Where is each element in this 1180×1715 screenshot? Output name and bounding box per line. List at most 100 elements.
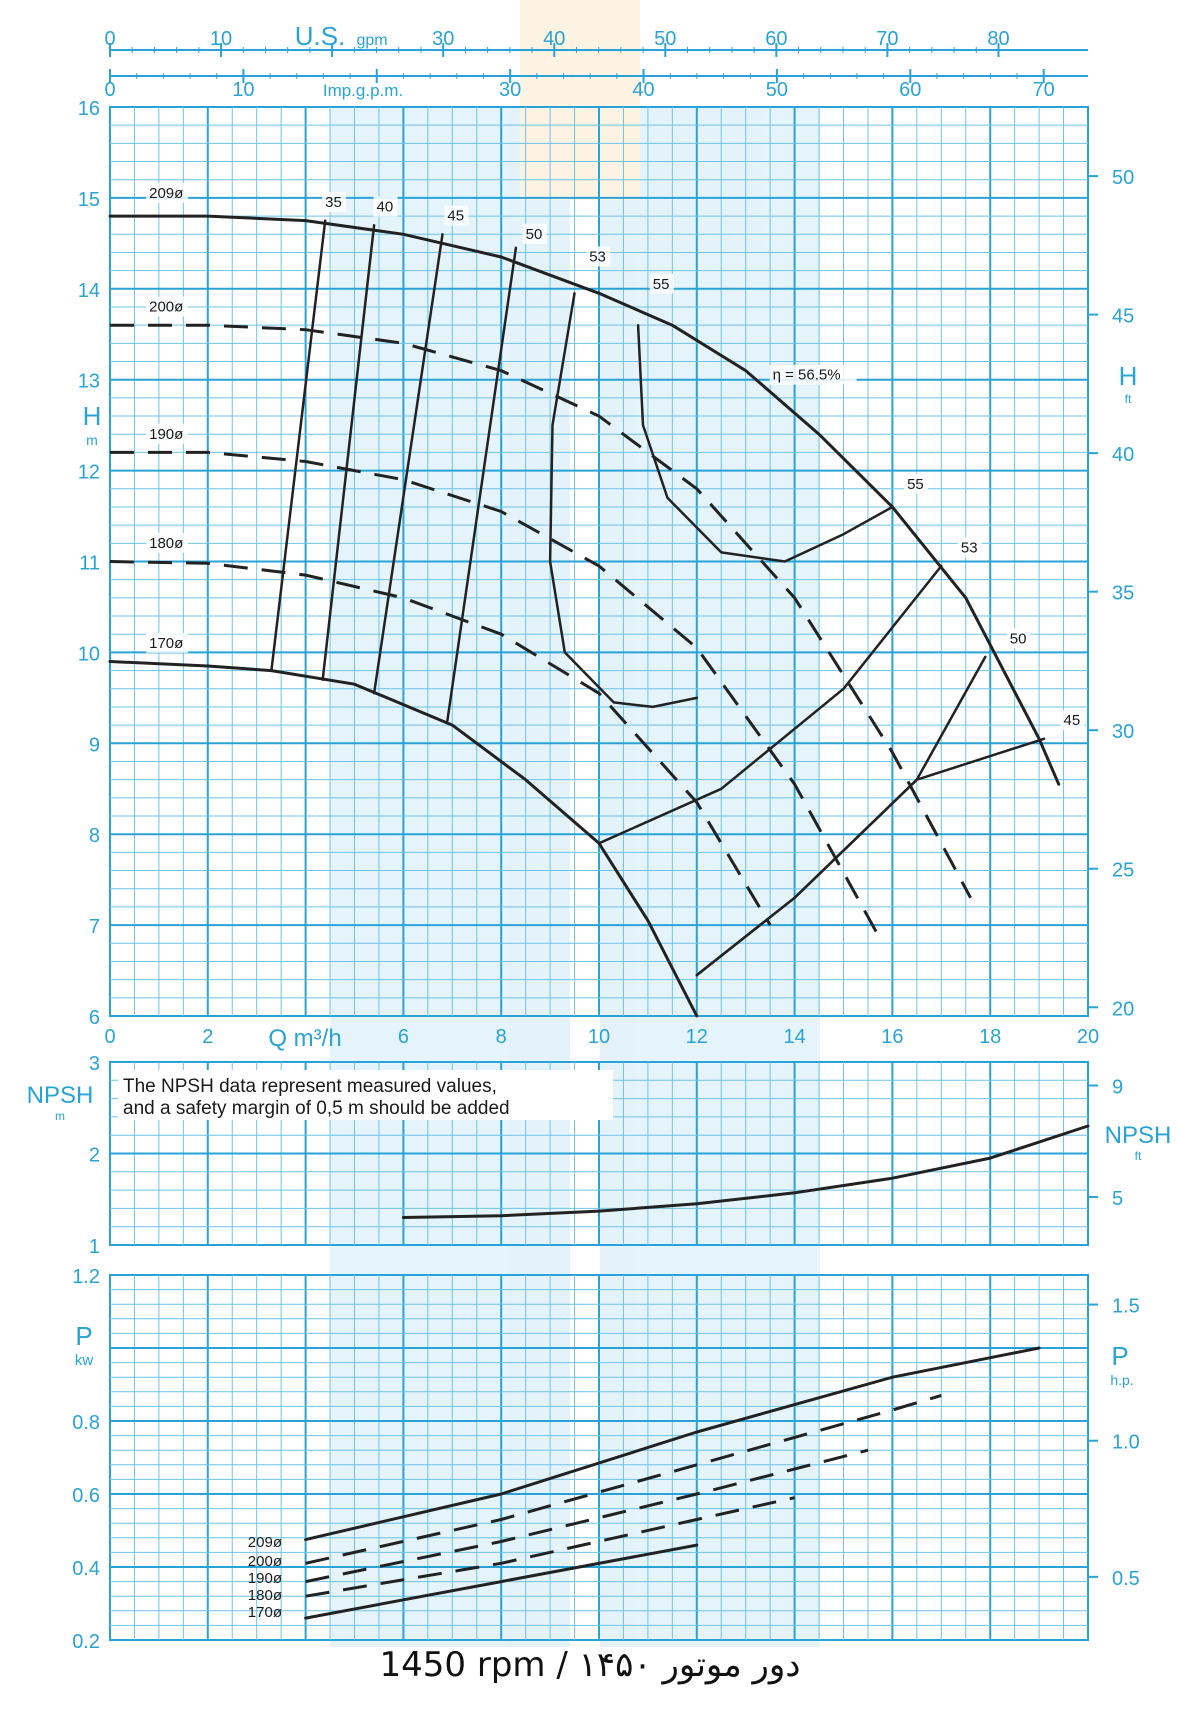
npsh-y-axis-unit: m <box>55 1109 65 1123</box>
x-tick-label: 0 <box>104 1026 115 1048</box>
annotation-background <box>444 205 469 226</box>
top-axis-tick-label: 40 <box>543 28 565 50</box>
top-axis-tick-label: 70 <box>1033 79 1055 101</box>
y-tick-label: 9 <box>89 734 100 756</box>
curve-annotation: 190ø <box>146 423 189 444</box>
curve-annotation: 55 <box>649 273 674 294</box>
y2-tick-label: 30 <box>1112 721 1134 743</box>
top-axis-tick-label: 30 <box>432 28 454 50</box>
annotation-background <box>146 182 189 203</box>
top-axis-tick-label: 0 <box>104 28 115 50</box>
annotation-label: 55 <box>907 476 924 493</box>
power-y-axis-label: P <box>75 1321 92 1351</box>
curve-annotation: 45 <box>1060 710 1085 731</box>
power-y2-tick-label: 0.5 <box>1112 1568 1140 1590</box>
curve-annotation: η = 56.5% <box>769 364 857 385</box>
power-y-tick-label: 0.2 <box>72 1631 100 1653</box>
annotation-label: 170ø <box>149 635 183 652</box>
npsh-y-axis-label: NPSH <box>27 1082 94 1109</box>
x-tick-label: 8 <box>496 1026 507 1048</box>
top-axis-tick-label: 80 <box>987 28 1009 50</box>
annotation-label: 209ø <box>149 185 183 202</box>
npsh-note-line1: The NPSH data represent measured values, <box>123 1076 497 1097</box>
head-curve-209mm <box>108 214 1061 786</box>
top-axis-usgpm-label-main: U.S. <box>295 21 346 51</box>
top-axis-tick-label: 60 <box>765 28 787 50</box>
top-axis-usgpm: 0 10 30 40 50 60 70 80 <box>104 28 1088 57</box>
annotation-label: 200ø <box>149 299 183 316</box>
power-curve-label: 200ø <box>248 1553 282 1570</box>
x-axis-label: Q m³/h <box>268 1025 341 1052</box>
y2-tick-label: 45 <box>1112 306 1134 328</box>
efficiency-line-45 <box>372 233 444 695</box>
efficiency-line-53 <box>597 564 943 845</box>
top-axis-tick-label: 10 <box>210 28 232 50</box>
y2-axis-unit: ft <box>1125 392 1132 406</box>
power-curve-209mm <box>304 1346 1041 1542</box>
annotation-label: 55 <box>653 276 670 293</box>
annotation-label: 190ø <box>149 426 183 443</box>
annotation-background <box>373 196 398 217</box>
y-tick-label: 11 <box>79 553 100 575</box>
watermark-bar <box>330 107 570 1647</box>
y2-axis-label: H <box>1119 361 1138 391</box>
x-tick-label: 18 <box>979 1026 1001 1048</box>
head-curve-190mm <box>110 450 884 945</box>
x-tick-label: 16 <box>881 1026 903 1048</box>
annotation-label: 35 <box>325 194 342 211</box>
efficiency-line-55 <box>636 323 894 563</box>
watermark-graphic <box>330 0 820 1647</box>
power-curve-label: 170ø <box>248 1604 282 1621</box>
x-tick-label: 10 <box>588 1026 610 1048</box>
head-curve-180mm <box>109 560 772 926</box>
y2-tick-label: 50 <box>1112 167 1134 189</box>
power-y2-tick-label: 1.0 <box>1112 1432 1140 1454</box>
annotation-background <box>146 423 189 444</box>
annotation-background <box>146 296 189 317</box>
annotation-label: 45 <box>447 208 464 225</box>
y2-tick-label: 25 <box>1112 860 1134 882</box>
top-axis-tick-label: 10 <box>232 79 254 101</box>
y-tick-label: 10 <box>78 643 100 665</box>
npsh-note: The NPSH data represent measured values,… <box>118 1070 613 1120</box>
annotation-background <box>904 473 929 494</box>
annotation-label: 40 <box>377 199 394 216</box>
npsh-note-line2: and a safety margin of 0,5 m should be a… <box>123 1098 510 1119</box>
npsh-y2-tick-label: 5 <box>1112 1188 1123 1210</box>
annotation-label: 53 <box>961 539 978 556</box>
annotation-label: 50 <box>526 226 543 243</box>
y-tick-label: 8 <box>89 825 100 847</box>
curve-annotation: 45 <box>444 205 469 226</box>
y-tick-label: 7 <box>89 916 100 938</box>
y-tick-label: 15 <box>78 189 100 211</box>
efficiency-line-50 <box>446 246 518 722</box>
x-tick-label: 2 <box>202 1026 213 1048</box>
power-y-tick-label: 0.6 <box>72 1485 100 1507</box>
efficiency-line-53 <box>548 292 699 709</box>
top-axis-impgpm-label: Imp.g.p.m. <box>323 81 403 100</box>
x-tick-label: 12 <box>686 1026 708 1048</box>
annotation-background <box>322 191 347 212</box>
annotation-label: 50 <box>1010 630 1027 647</box>
y-axis-label: H <box>83 401 102 431</box>
curve-annotation: 40 <box>373 196 398 217</box>
curve-annotation: 53 <box>957 537 982 558</box>
annotation-background <box>1060 710 1085 731</box>
power-y-tick-label: 0.4 <box>72 1558 100 1580</box>
y-axis-unit: m <box>86 432 98 448</box>
annotation-background <box>1006 628 1031 649</box>
power-curve-label: 190ø <box>248 1570 282 1587</box>
annotation-label: η = 56.5% <box>773 367 841 384</box>
power-curve-190mm <box>305 1448 869 1584</box>
top-axis-tick-label: 50 <box>766 79 788 101</box>
curve-annotation: 170ø <box>146 632 189 653</box>
annotation-label: 45 <box>1064 712 1081 729</box>
curve-annotation: 35 <box>322 191 347 212</box>
curve-annotation: 180ø <box>146 532 189 553</box>
curve-annotation: 55 <box>904 473 929 494</box>
y2-tick-label: 35 <box>1112 583 1134 605</box>
y-tick-label: 6 <box>89 1007 100 1029</box>
top-axis-usgpm-label-unit: gpm <box>356 32 387 49</box>
x-tick-label: 14 <box>783 1026 805 1048</box>
